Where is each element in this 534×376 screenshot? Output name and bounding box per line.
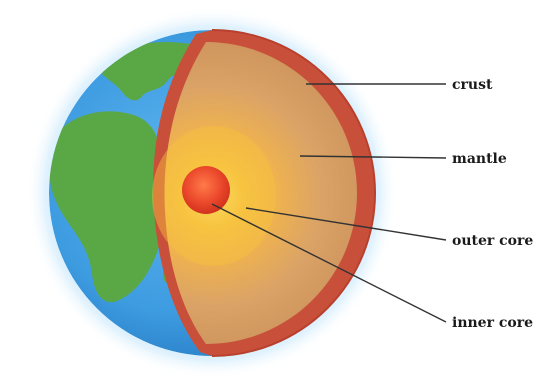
inner-core-layer: [182, 166, 230, 214]
mantle-label: mantle: [452, 151, 507, 167]
outer-core-leader-line: [245, 207, 447, 241]
inner-core-label: inner core: [452, 315, 533, 331]
outer-core-label: outer core: [452, 233, 533, 249]
inner-core-leader-line: [211, 203, 447, 323]
land-europe: [102, 42, 205, 101]
mantle-leader-line: [299, 155, 447, 159]
mantle-layer: [164, 42, 357, 344]
land-africa: [49, 111, 163, 303]
crust-label: crust: [452, 77, 493, 93]
crust-outline: [211, 29, 376, 357]
cross-section: [152, 29, 376, 357]
